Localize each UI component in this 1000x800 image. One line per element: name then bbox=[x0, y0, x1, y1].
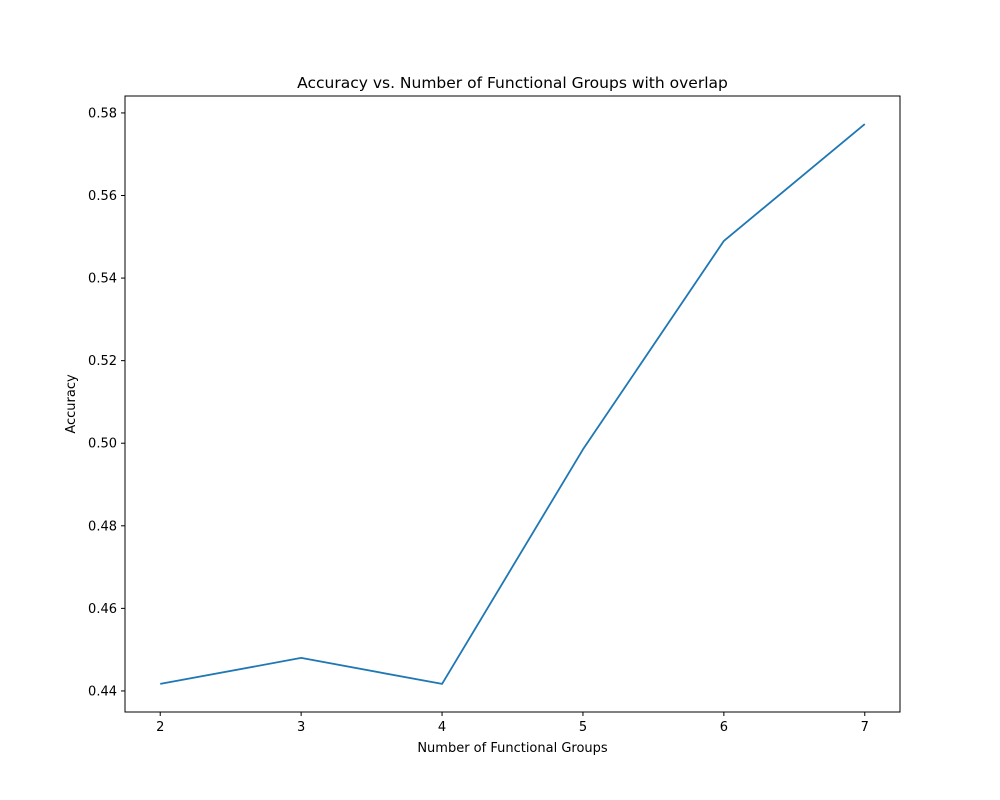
y-tick-label: 0.50 bbox=[88, 437, 117, 452]
y-tick-label: 0.48 bbox=[88, 519, 117, 534]
series-line bbox=[160, 123, 866, 685]
x-tick-label: 5 bbox=[579, 720, 587, 735]
y-tick-label: 0.54 bbox=[88, 272, 117, 287]
x-tick-label: 2 bbox=[156, 720, 164, 735]
y-tick-label: 0.44 bbox=[88, 684, 117, 699]
x-axis: 2 3 4 5 6 7 bbox=[156, 712, 869, 735]
axes-frame bbox=[124, 95, 901, 713]
y-axis: 0.44 0.46 0.48 0.50 0.52 0.54 0.56 0.58 bbox=[88, 106, 125, 699]
y-tick-label: 0.46 bbox=[88, 602, 117, 617]
y-axis-label: Accuracy bbox=[64, 374, 79, 434]
y-tick-label: 0.58 bbox=[88, 106, 117, 121]
y-tick-label: 0.52 bbox=[88, 354, 117, 369]
chart-title: Accuracy vs. Number of Functional Groups… bbox=[297, 74, 728, 92]
x-tick-label: 7 bbox=[861, 720, 869, 735]
x-tick-label: 4 bbox=[438, 720, 446, 735]
x-tick-label: 3 bbox=[297, 720, 305, 735]
x-tick-label: 6 bbox=[720, 720, 728, 735]
x-axis-label: Number of Functional Groups bbox=[417, 741, 608, 756]
y-tick-label: 0.56 bbox=[88, 189, 117, 204]
plot-area bbox=[160, 123, 866, 685]
